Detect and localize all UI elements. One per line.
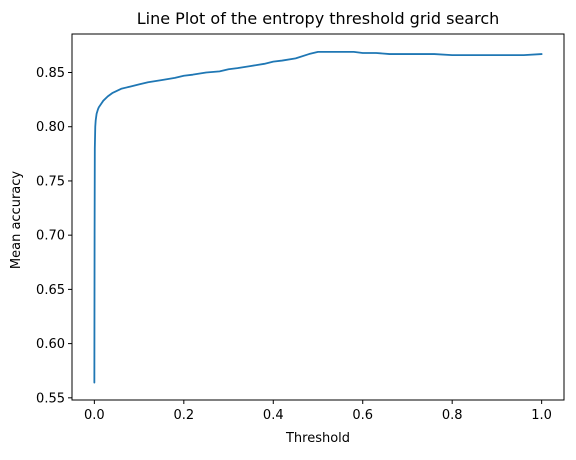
x-tick-label: 1.0 bbox=[531, 408, 552, 423]
y-tick-label: 0.60 bbox=[36, 337, 65, 352]
axes-frame bbox=[71, 33, 565, 401]
x-tick-label: 0.2 bbox=[173, 408, 194, 423]
x-tick-label: 0.4 bbox=[263, 408, 284, 423]
y-tick-label: 0.65 bbox=[36, 283, 65, 298]
chart-title: Line Plot of the entropy threshold grid … bbox=[137, 9, 500, 28]
series-line-0 bbox=[93, 50, 543, 384]
x-tick-label: 0.6 bbox=[352, 408, 373, 423]
x-axis-label: Threshold bbox=[285, 431, 350, 446]
y-tick-label: 0.80 bbox=[36, 120, 65, 135]
y-axis-label: Mean accuracy bbox=[9, 171, 24, 270]
y-tick-label: 0.55 bbox=[36, 391, 65, 406]
x-tick-label: 0.8 bbox=[442, 408, 463, 423]
y-tick-label: 0.75 bbox=[36, 174, 65, 189]
plot-area: 0.0 0.2 0.4 0.6 0.8 1.0 0.55 0.60 0.65 0.70 0.75 0.… bbox=[36, 33, 565, 423]
x-tick-label: 0.0 bbox=[84, 408, 105, 423]
y-tick-label: 0.70 bbox=[36, 229, 65, 244]
y-tick-label: 0.85 bbox=[36, 66, 65, 81]
